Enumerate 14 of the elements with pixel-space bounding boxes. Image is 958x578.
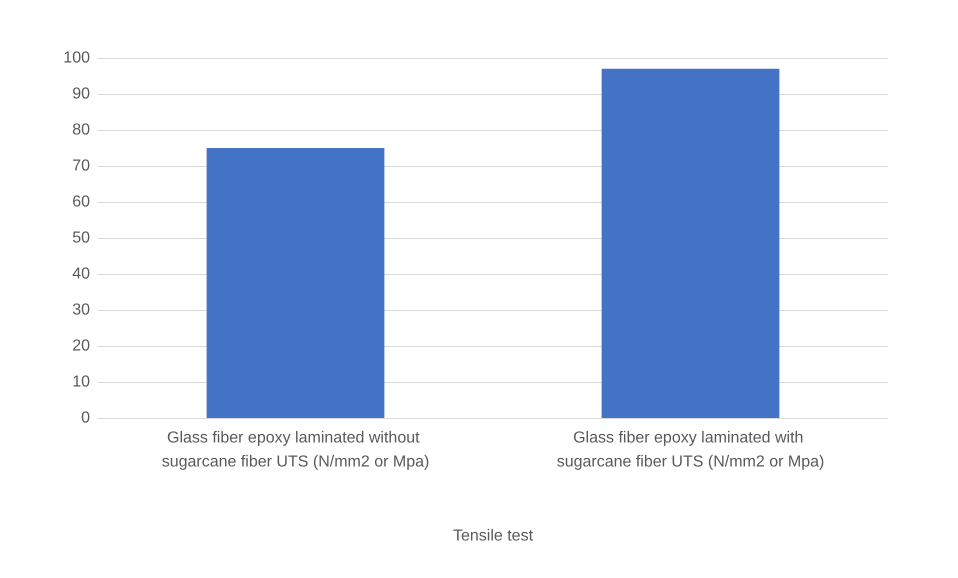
x-tick-label: Glass fiber epoxy laminated with sugarcane fiber UTS (N/mm2 or Mpa) [556, 430, 824, 470]
y-tick-label: 10 [72, 374, 90, 390]
x-axis-title: Tensile test [452, 528, 534, 544]
y-tick-label: 90 [72, 86, 90, 102]
y-tick-label: 40 [72, 266, 90, 282]
y-tick-label: 70 [72, 158, 90, 174]
y-tick-label: 20 [72, 338, 90, 354]
y-tick-label: 50 [72, 230, 90, 246]
y-tick-label: 80 [72, 122, 90, 138]
y-tick-label: 60 [72, 194, 90, 210]
y-tick-label: 100 [63, 50, 90, 66]
y-tick-label: 0 [81, 410, 90, 426]
y-tick-label: 30 [72, 302, 90, 318]
x-tick-label: Glass fiber epoxy laminated without sugarcane fiber UTS (N/mm2 or Mpa) [162, 430, 430, 470]
